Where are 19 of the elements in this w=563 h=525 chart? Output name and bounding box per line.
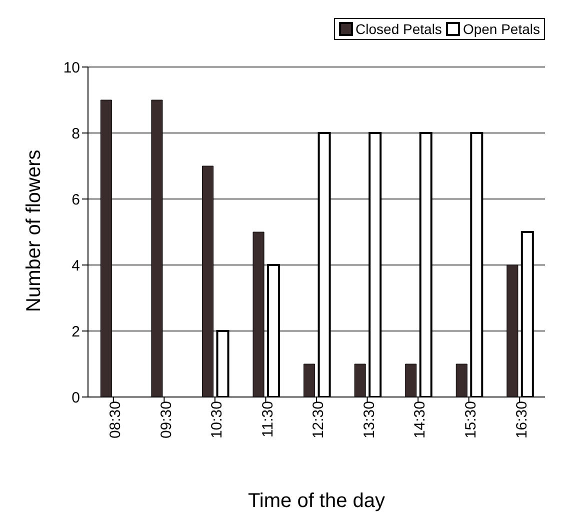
y-tick-label: 8 [72,125,80,142]
y-tick-label: 0 [72,389,80,406]
y-tick-label: 2 [72,323,80,340]
x-tick-label: 14:30 [412,401,429,439]
x-tick-label: 15:30 [462,401,480,439]
x-axis-title: Time of the day [248,490,386,512]
x-tick-label: 10:30 [208,401,226,439]
x-tick-label: 09:30 [158,401,175,439]
y-tick-label: 10 [63,59,80,76]
y-tick-label: 6 [72,191,80,208]
legend-label: Open Petals [462,21,540,37]
y-tick-label: 4 [72,257,80,274]
x-tick-label: 12:30 [310,401,328,439]
x-tick-label: 16:30 [513,401,530,439]
x-tick-label: 13:30 [360,401,378,439]
y-axis-title: Number of flowers [23,150,46,312]
x-tick-label: 08:30 [107,401,124,439]
legend-label: Closed Petals [354,21,442,37]
x-tick-label: 11:30 [259,401,276,438]
